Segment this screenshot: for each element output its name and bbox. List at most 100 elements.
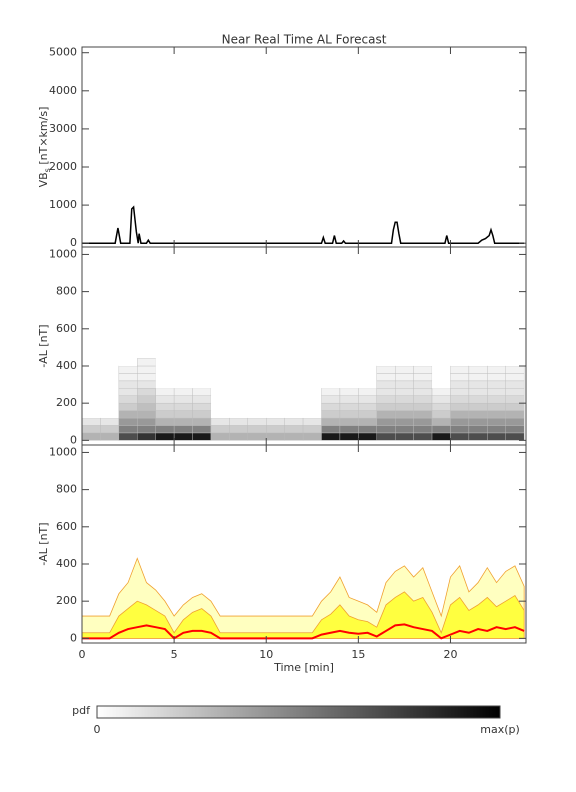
pdf-cell — [100, 395, 119, 404]
y-tick-label: 800 — [56, 285, 77, 298]
y-axis-label: -AL [nT] — [37, 324, 50, 367]
pdf-cell — [137, 395, 156, 404]
pdf-cell — [468, 432, 488, 441]
pdf-cell — [468, 395, 488, 404]
pdf-cell — [229, 358, 248, 366]
pdf-cell — [100, 365, 119, 374]
pdf-cell — [487, 365, 506, 374]
pdf-cell — [321, 380, 340, 389]
x-tick-label: 0 — [79, 648, 86, 661]
plot-frame — [81, 444, 527, 644]
pdf-cell — [247, 417, 267, 426]
pdf-cell — [376, 432, 396, 441]
pdf-cell — [192, 373, 211, 381]
pdf-cell — [376, 373, 396, 382]
pdf-cell — [284, 432, 304, 441]
pdf-cell — [468, 410, 488, 419]
y-tick-label: 400 — [56, 557, 77, 570]
pdf-cell — [450, 373, 470, 382]
pdf-cell — [155, 380, 175, 389]
y-tick-label: 1000 — [49, 198, 77, 211]
pdf-cell — [303, 395, 322, 404]
pdf-cell — [210, 365, 230, 374]
pdf-cell — [413, 373, 433, 382]
pdf-cell — [100, 425, 120, 434]
pdf-cell — [505, 395, 525, 404]
pdf-cell — [431, 425, 451, 434]
pdf-cell — [358, 402, 377, 411]
x-tick-label: 10 — [259, 648, 273, 661]
pdf-cell — [284, 395, 304, 404]
pdf-cell — [118, 395, 138, 404]
pdf-cell — [487, 410, 506, 419]
pdf-cell — [339, 373, 359, 381]
pdf-cell — [487, 388, 506, 396]
pdf-cell — [210, 403, 230, 411]
pdf-cell — [192, 380, 211, 389]
pdf-cell — [505, 358, 525, 366]
pdf-cell — [450, 388, 470, 396]
pdf-cell — [339, 425, 359, 434]
pdf-cell — [358, 358, 377, 366]
pdf-cell — [468, 425, 488, 434]
y-axis-label-main: VB — [37, 172, 50, 187]
pdf-cell — [321, 365, 340, 374]
pdf-cell — [100, 417, 120, 426]
pdf-cell — [284, 373, 304, 381]
pdf-cell — [266, 417, 285, 426]
pdf-cell — [173, 425, 193, 434]
y-tick-label: 5000 — [49, 46, 77, 59]
pdf-cell — [431, 402, 451, 411]
pdf-cell — [505, 380, 525, 389]
pdf-cell — [118, 358, 138, 366]
pdf-cell — [487, 358, 506, 366]
pdf-cell — [468, 380, 488, 389]
pdf-cell — [284, 425, 304, 434]
pdf-cell — [450, 358, 469, 366]
pdf-cell — [339, 402, 359, 411]
median-line — [82, 623, 525, 640]
pdf-cell — [118, 432, 138, 441]
pdf-cell — [284, 410, 304, 419]
pdf-cell — [82, 380, 101, 389]
panel — [81, 557, 525, 640]
pdf-cell — [192, 432, 212, 441]
pdf-cell — [450, 410, 470, 419]
pdf-cell — [82, 373, 101, 381]
y-tick-label: 600 — [56, 520, 77, 533]
pdf-cell — [432, 358, 451, 366]
pdf-cell — [505, 402, 525, 411]
pdf-cell — [100, 432, 120, 441]
pdf-cell — [339, 395, 359, 404]
y-tick-label: 0 — [70, 433, 77, 446]
pdf-cell — [394, 380, 414, 389]
pdf-cell — [358, 365, 377, 374]
pdf-cell — [210, 432, 230, 441]
pdf-cell — [81, 417, 101, 426]
pdf-cell — [137, 373, 156, 382]
pdf-cell — [210, 395, 230, 404]
pdf-cell — [505, 417, 525, 426]
pdf-cell — [487, 425, 506, 434]
pdf-cell — [210, 373, 230, 381]
pdf-cell — [468, 388, 488, 396]
pdf-cell — [321, 432, 341, 441]
pdf-cell — [321, 425, 341, 434]
pdf-cell — [321, 417, 341, 426]
pdf-cell — [394, 410, 414, 419]
pdf-cell — [229, 432, 249, 441]
pdf-cell — [339, 432, 359, 441]
pdf-cell — [192, 388, 212, 396]
pdf-cell — [487, 380, 506, 389]
pdf-cell — [118, 402, 138, 411]
pdf-cell — [450, 365, 470, 374]
pdf-cell — [266, 388, 285, 396]
colorbar-label: pdf — [72, 704, 91, 717]
panel — [82, 205, 525, 244]
pdf-cell — [229, 403, 248, 411]
pdf-cell — [81, 432, 101, 441]
pdf-cell — [229, 425, 249, 434]
pdf-cell — [339, 380, 359, 389]
pdf-cell — [505, 373, 525, 382]
pdf-cell — [247, 403, 267, 411]
